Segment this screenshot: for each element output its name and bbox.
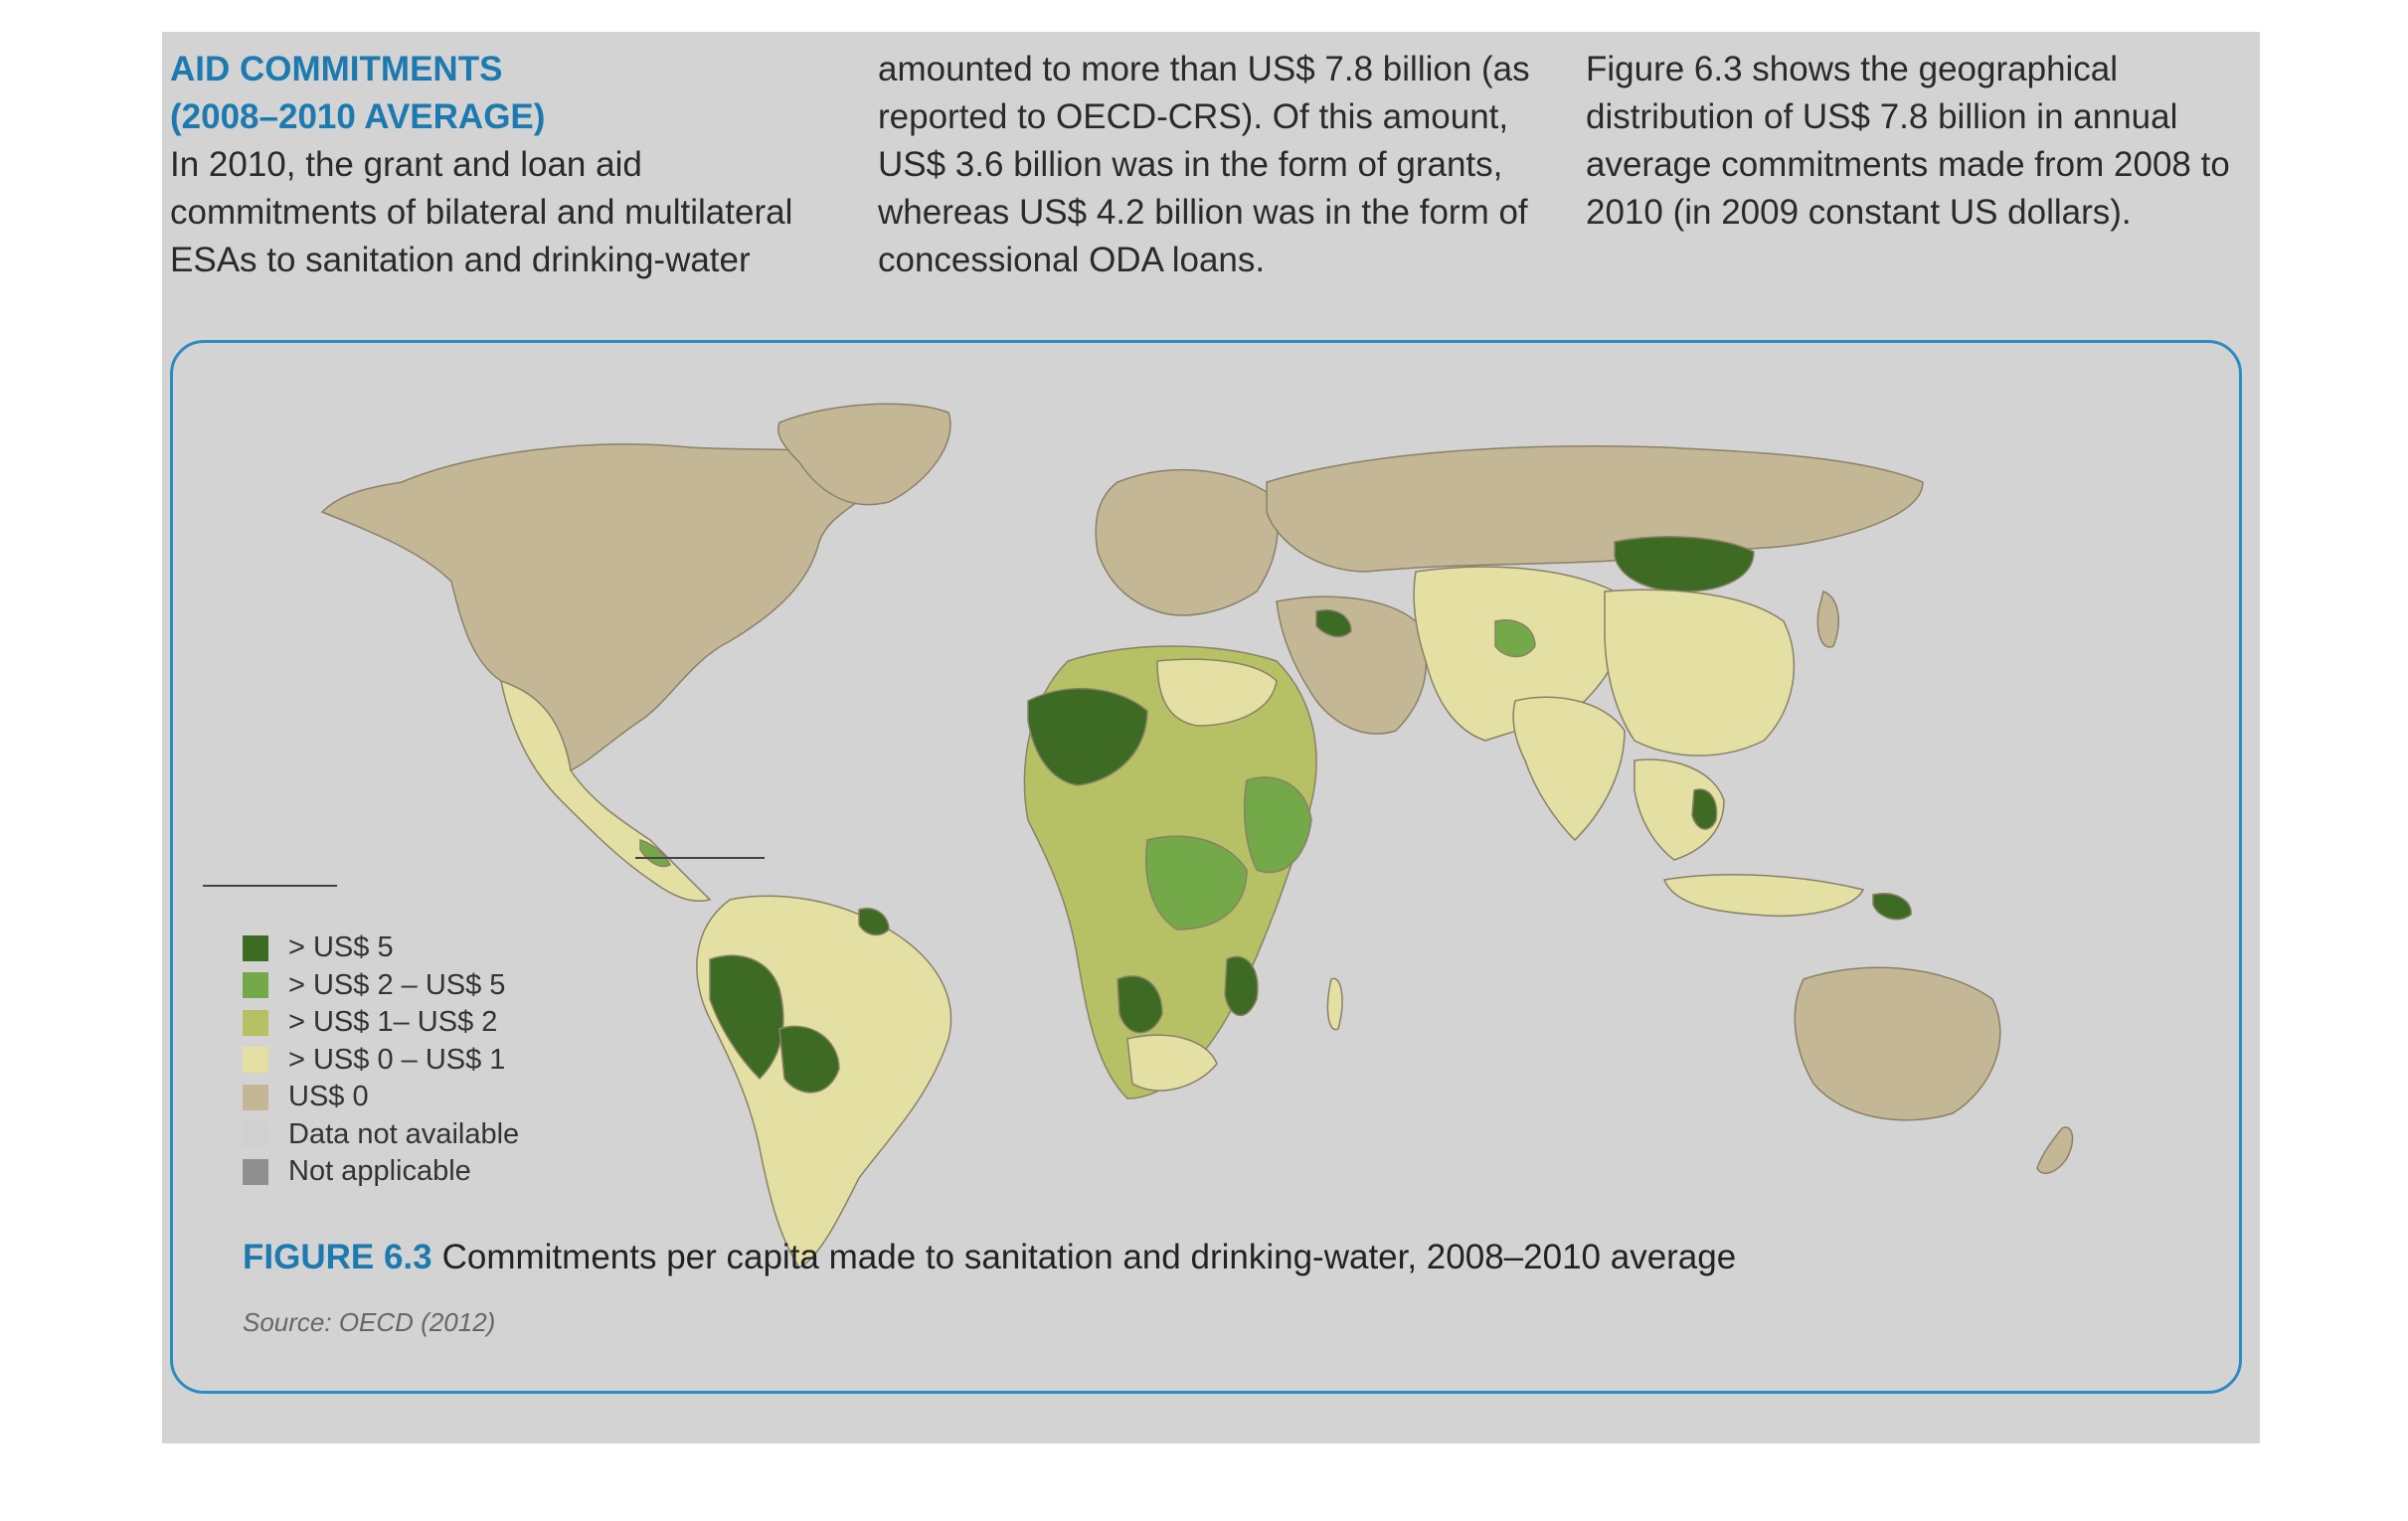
legend-swatch: [243, 1047, 268, 1074]
guatemala-shape: [639, 838, 672, 868]
north-africa-shape: [1156, 658, 1278, 727]
legend-label: > US$ 2 – US$ 5: [288, 968, 506, 1001]
heading-line-1: AID COMMITMENTS: [170, 50, 503, 88]
legend-leader-line: [203, 885, 337, 887]
mozambique-shape: [1224, 955, 1259, 1017]
paragraph-1: In 2010, the grant and loan aid commitme…: [170, 145, 793, 279]
legend-swatch: [243, 1084, 268, 1110]
legend-item: > US$ 2 – US$ 5: [243, 967, 571, 1005]
bolivia-shape: [778, 1025, 840, 1094]
legend-item: > US$ 5: [243, 930, 571, 967]
page-panel: AID COMMITMENTS (2008–2010 AVERAGE) In 2…: [162, 32, 2260, 1443]
legend-swatch: [243, 1158, 268, 1185]
australia-shape: [1794, 966, 2001, 1121]
legend-label: > US$ 0 – US$ 1: [288, 1043, 506, 1076]
north-america-shape: [320, 443, 891, 772]
legend-item: US$ 0: [243, 1079, 571, 1116]
central-africa-shape: [1145, 835, 1248, 930]
middle-east-shape: [1276, 595, 1428, 735]
paragraph-3: Figure 6.3 shows the geographical distri…: [1586, 50, 2230, 232]
world-map: [320, 403, 2074, 1268]
legend-swatch: [243, 1009, 268, 1036]
figure-number: FIGURE 6.3: [243, 1238, 432, 1276]
legend-label: > US$ 1– US$ 2: [288, 1006, 498, 1039]
legend-swatch: [243, 972, 268, 999]
mongolia-shape: [1614, 536, 1755, 592]
greenland-shape: [777, 403, 951, 506]
map-leader-line: [635, 857, 765, 859]
vietnam-shape: [1691, 788, 1718, 830]
legend-label: Data not available: [288, 1117, 520, 1150]
figure-caption-text: Commitments per capita made to sanitatio…: [441, 1238, 1737, 1276]
figure-source: Source: OECD (2012): [243, 1307, 496, 1337]
papua-shape: [1872, 893, 1912, 921]
section-heading: AID COMMITMENTS (2008–2010 AVERAGE): [170, 46, 856, 141]
guyana-shape: [858, 908, 890, 936]
text-column-1: AID COMMITMENTS (2008–2010 AVERAGE) In 2…: [170, 46, 856, 284]
peru-shape: [709, 954, 784, 1081]
legend-item: > US$ 1– US$ 2: [243, 1004, 571, 1042]
legend-item: > US$ 0 – US$ 1: [243, 1042, 571, 1080]
indonesia-shape: [1662, 874, 1865, 918]
legend-item: Data not available: [243, 1116, 571, 1154]
west-africa-shape: [1027, 687, 1148, 786]
afghanistan-shape: [1494, 619, 1536, 658]
japan-shape: [1816, 591, 1839, 648]
europe-shape: [1095, 468, 1279, 616]
east-africa-shape: [1243, 776, 1312, 874]
legend-label: > US$ 5: [288, 931, 394, 964]
text-column-2: amounted to more than US$ 7.8 billion (a…: [878, 46, 1564, 284]
legend-label: Not applicable: [288, 1155, 471, 1188]
india-shape: [1512, 696, 1626, 842]
china-shape: [1604, 589, 1796, 757]
madagascar-shape: [1326, 977, 1343, 1031]
legend-swatch: [243, 1121, 268, 1148]
central-america-shape: [500, 679, 712, 902]
figure-frame: > US$ 5 > US$ 2 – US$ 5 > US$ 1– US$ 2 > US…: [170, 340, 2242, 1394]
new-zealand-shape: [2036, 1126, 2074, 1174]
russia-shape: [1266, 445, 1924, 573]
iraq-shape: [1315, 609, 1352, 638]
southeast-asia-shape: [1634, 759, 1725, 861]
namibia-shape: [1117, 975, 1163, 1034]
heading-line-2: (2008–2010 AVERAGE): [170, 97, 546, 136]
text-column-3: Figure 6.3 shows the geographical distri…: [1586, 46, 2242, 237]
legend-item: Not applicable: [243, 1153, 571, 1191]
southern-africa-shape: [1126, 1034, 1218, 1092]
figure-caption: FIGURE 6.3 Commitments per capita made to…: [243, 1238, 1736, 1277]
map-legend: > US$ 5 > US$ 2 – US$ 5 > US$ 1– US$ 2 > US…: [243, 930, 571, 1191]
paragraph-2: amounted to more than US$ 7.8 billion (a…: [878, 50, 1530, 279]
legend-swatch: [243, 934, 268, 961]
legend-label: US$ 0: [288, 1081, 369, 1113]
